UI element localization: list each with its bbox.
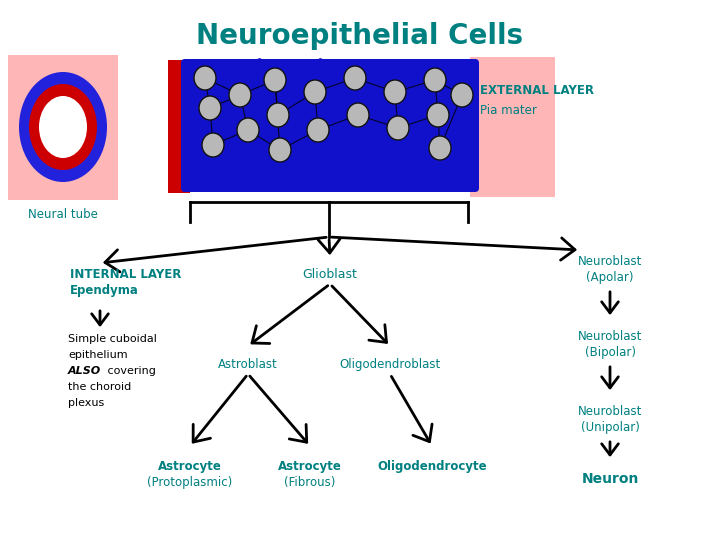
Text: Neuroepithelial Cells: Neuroepithelial Cells (197, 22, 523, 50)
Text: (Bipolar): (Bipolar) (585, 346, 636, 359)
Text: Oligodendroblast: Oligodendroblast (339, 358, 441, 371)
Text: Pia mater: Pia mater (480, 104, 537, 117)
Ellipse shape (344, 66, 366, 90)
Ellipse shape (384, 80, 406, 104)
Text: Neural tube: Neural tube (28, 208, 98, 221)
Ellipse shape (194, 66, 216, 90)
Text: plexus: plexus (68, 398, 104, 408)
Ellipse shape (429, 136, 451, 160)
Ellipse shape (237, 118, 259, 142)
Text: (Protoplasmic): (Protoplasmic) (148, 476, 233, 489)
Text: Neuroblast: Neuroblast (578, 330, 642, 343)
Ellipse shape (451, 83, 473, 107)
Ellipse shape (202, 133, 224, 157)
Bar (8, 55, 118, 200)
Ellipse shape (269, 138, 291, 162)
FancyBboxPatch shape (181, 59, 479, 192)
Polygon shape (190, 58, 475, 100)
Text: Astrocyte: Astrocyte (278, 460, 342, 473)
Text: (Apolar): (Apolar) (586, 271, 634, 284)
Ellipse shape (427, 103, 449, 127)
Bar (168, 60, 190, 193)
Ellipse shape (424, 68, 446, 92)
Text: Neuroblast: Neuroblast (578, 255, 642, 268)
Text: Astroblast: Astroblast (218, 358, 278, 371)
Text: (Unipolar): (Unipolar) (580, 421, 639, 434)
Ellipse shape (347, 103, 369, 127)
Ellipse shape (29, 84, 97, 170)
Text: Neuroblast: Neuroblast (578, 405, 642, 418)
Ellipse shape (304, 80, 326, 104)
Text: Glioblast: Glioblast (302, 268, 357, 281)
Ellipse shape (19, 72, 107, 182)
Text: Neuron: Neuron (581, 472, 639, 486)
Ellipse shape (39, 96, 87, 158)
Text: (Fibrous): (Fibrous) (284, 476, 336, 489)
Ellipse shape (199, 96, 221, 120)
Text: epithelium: epithelium (68, 350, 127, 360)
Text: INTERNAL LAYER: INTERNAL LAYER (70, 268, 181, 281)
Text: Simple cuboidal: Simple cuboidal (68, 334, 157, 344)
Ellipse shape (264, 68, 286, 92)
Ellipse shape (387, 116, 409, 140)
Text: Oligodendrocyte: Oligodendrocyte (377, 460, 487, 473)
Text: Ependyma: Ependyma (70, 284, 139, 297)
Text: EXTERNAL LAYER: EXTERNAL LAYER (480, 84, 594, 97)
Text: ALSO: ALSO (68, 366, 102, 376)
Bar (470, 57, 555, 197)
Text: covering: covering (104, 366, 156, 376)
Text: Astrocyte: Astrocyte (158, 460, 222, 473)
Ellipse shape (229, 83, 251, 107)
Ellipse shape (267, 103, 289, 127)
Ellipse shape (307, 118, 329, 142)
Polygon shape (188, 148, 475, 183)
Text: the choroid: the choroid (68, 382, 131, 392)
